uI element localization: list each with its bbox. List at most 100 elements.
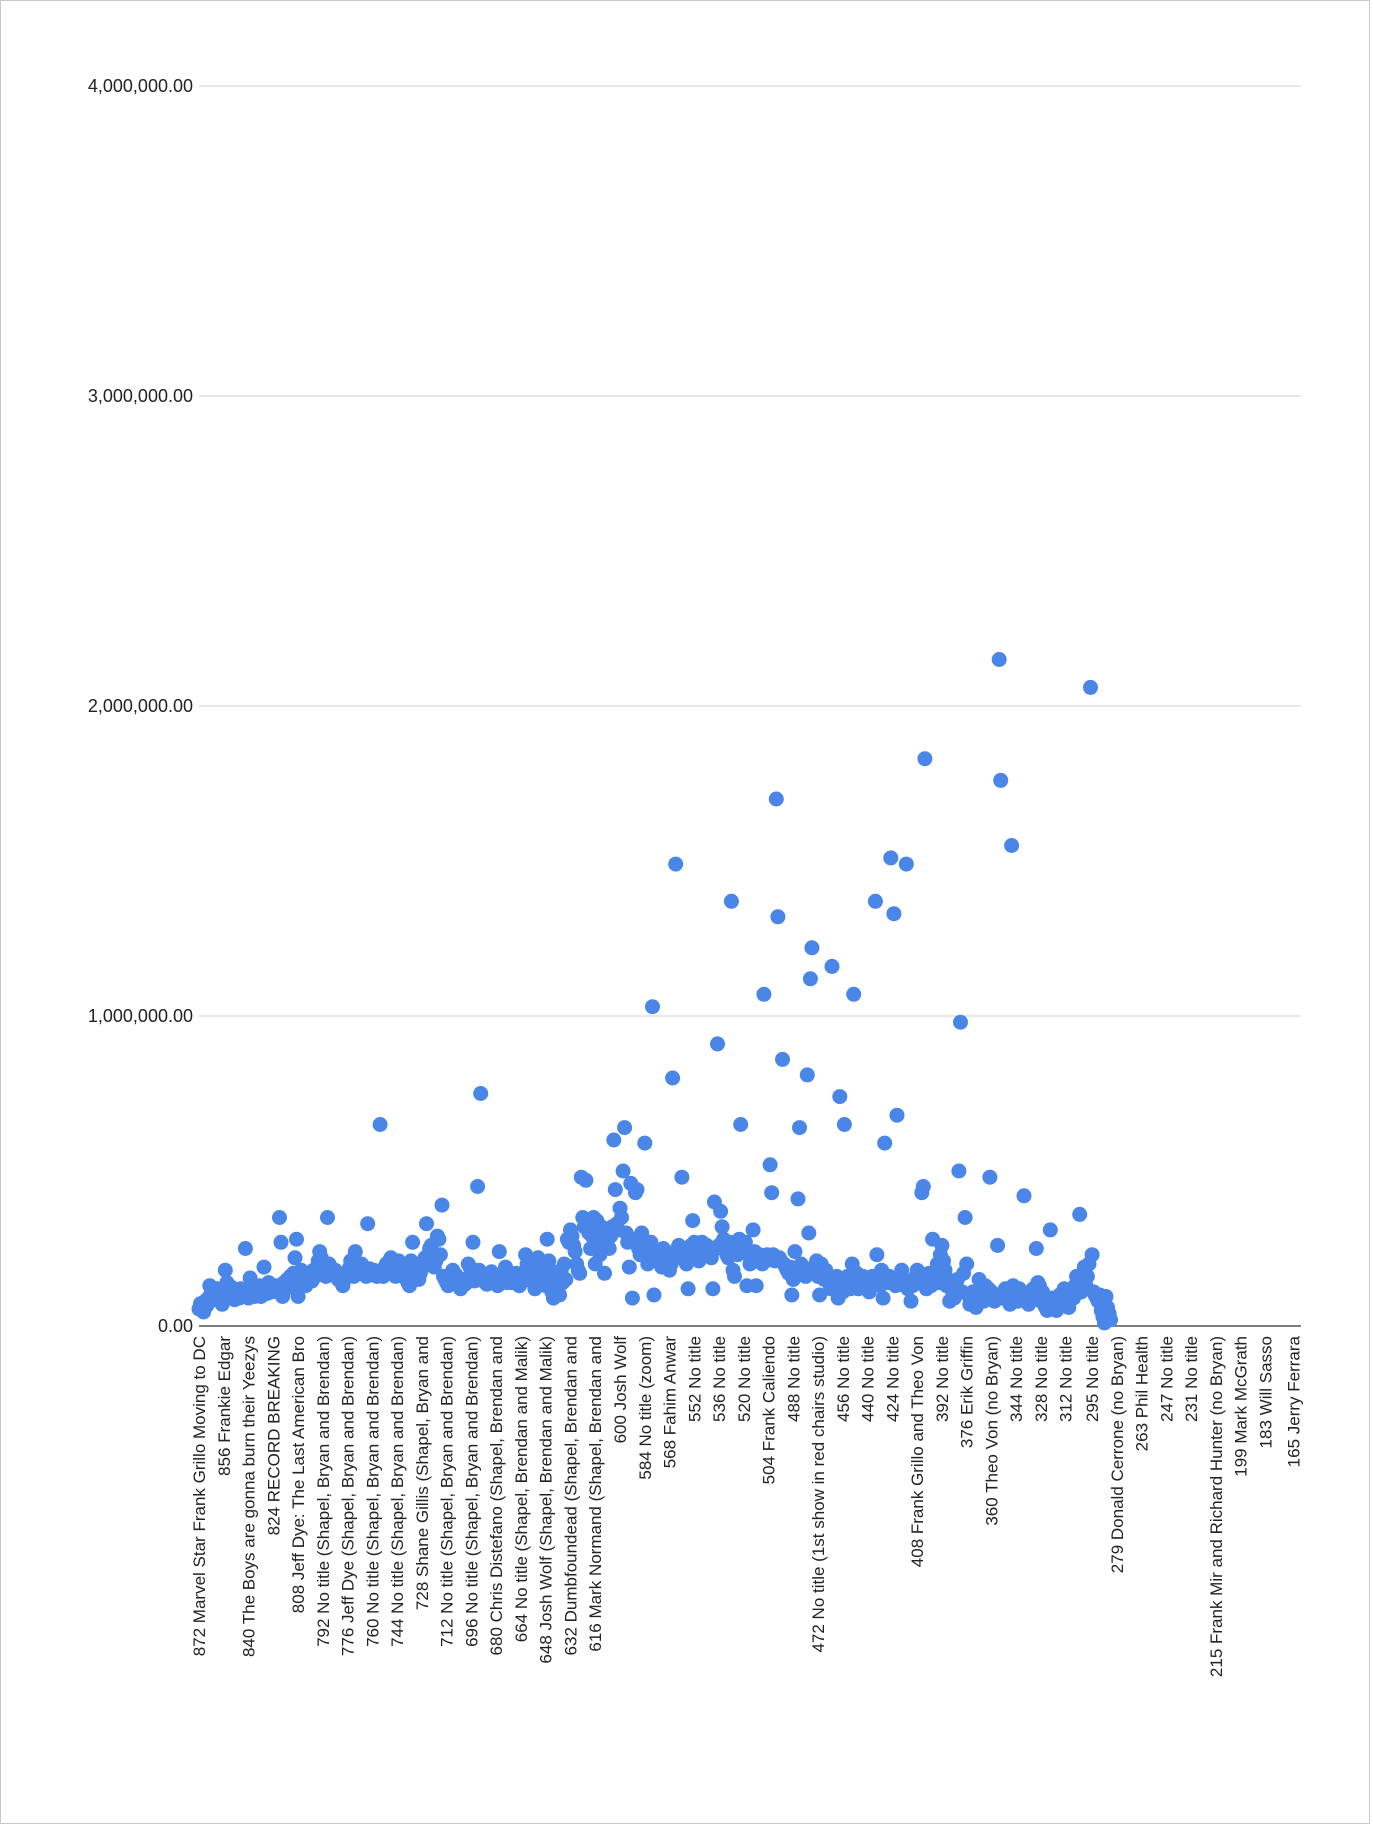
x-tick-label: 344 No title	[1007, 1336, 1026, 1422]
y-axis-ticks: 0.00 1,000,000.00 2,000,000.00 3,000,000.00…	[88, 76, 193, 1336]
data-point	[287, 1250, 303, 1266]
data-point	[572, 1265, 588, 1281]
data-point	[714, 1219, 730, 1235]
data-point	[1016, 1188, 1032, 1204]
x-tick-label: 872 Marvel Star Frank Grillo Moving to D…	[190, 1336, 209, 1656]
data-point	[470, 1179, 486, 1194]
data-points	[191, 652, 1119, 1331]
y-tick-label: 1,000,000.00	[88, 1006, 193, 1026]
data-point	[217, 1262, 233, 1278]
data-point	[347, 1244, 363, 1260]
x-tick-label: 520 No title	[735, 1336, 754, 1422]
data-point	[792, 1120, 807, 1136]
x-tick-label: 648 Josh Wolf (Shapel, Brendan and Malik…	[537, 1336, 556, 1664]
x-tick-label: 183 Will Sasso	[1256, 1336, 1275, 1448]
data-point	[621, 1259, 637, 1275]
data-point	[889, 1107, 905, 1123]
x-tick-label: 440 No title	[859, 1336, 878, 1422]
data-point	[705, 1281, 721, 1297]
data-point	[320, 1210, 335, 1225]
data-point	[556, 1256, 572, 1272]
x-tick-label: 247 No title	[1157, 1336, 1176, 1422]
x-tick-label: 263 Phil Health	[1133, 1336, 1152, 1451]
data-point	[1079, 1268, 1095, 1284]
x-tick-label: 696 No title (Shapel, Bryan and Brendan)	[462, 1336, 481, 1647]
x-tick-label: 536 No title	[710, 1336, 729, 1422]
data-point	[567, 1244, 583, 1260]
x-tick-label: 568 Fahim Anwar	[661, 1336, 680, 1469]
data-point	[787, 1244, 803, 1260]
data-point	[934, 1237, 950, 1253]
data-point	[804, 940, 820, 956]
data-point	[710, 1036, 725, 1052]
x-tick-label: 295 No title	[1083, 1336, 1102, 1422]
x-tick-label: 600 Josh Wolf	[611, 1336, 630, 1444]
data-point	[552, 1287, 568, 1303]
x-tick-label: 199 Mark McGrath	[1232, 1336, 1251, 1477]
data-point	[745, 1222, 761, 1238]
data-point	[799, 1067, 815, 1083]
x-tick-label: 504 Frank Caliendo	[760, 1336, 779, 1484]
x-tick-label: 279 Donald Cerrone (no Bryan)	[1108, 1336, 1127, 1573]
data-point	[723, 893, 739, 909]
x-tick-label: 472 No title (1st show in red chairs stu…	[809, 1336, 828, 1653]
data-point	[637, 1135, 653, 1151]
x-tick-label: 392 No title	[933, 1336, 952, 1422]
data-point	[372, 1117, 388, 1132]
data-point	[990, 1237, 1006, 1253]
data-point	[768, 791, 784, 807]
data-point	[1004, 838, 1020, 853]
data-point	[991, 652, 1007, 667]
y-tick-label: 2,000,000.00	[88, 696, 193, 716]
data-point	[1084, 1247, 1100, 1263]
data-point	[405, 1234, 421, 1250]
data-point	[802, 971, 818, 987]
x-tick-label: 488 No title	[784, 1336, 803, 1422]
data-point	[982, 1169, 998, 1185]
x-tick-label: 408 Frank Grillo and Theo Von	[908, 1336, 927, 1567]
data-point	[756, 986, 772, 1002]
data-point	[273, 1234, 289, 1250]
data-point	[431, 1231, 447, 1247]
data-point	[812, 1287, 828, 1303]
x-tick-label: 215 Frank Mir and Richard Hunter (no Bry…	[1207, 1336, 1226, 1677]
x-tick-label: 728 Shane Gillis (Shapel, Bryan and	[413, 1336, 432, 1610]
data-point	[289, 1231, 304, 1247]
data-point	[957, 1210, 973, 1225]
data-point	[419, 1216, 434, 1232]
gridlines	[199, 85, 1301, 1017]
data-point	[597, 1265, 612, 1281]
x-tick-label: 360 Theo Von (no Bryan)	[982, 1336, 1001, 1526]
data-point	[846, 986, 862, 1002]
x-tick-label: 231 No title	[1182, 1336, 1201, 1422]
data-point	[539, 1231, 555, 1247]
data-point	[629, 1182, 645, 1198]
x-tick-label: 328 No title	[1032, 1336, 1051, 1422]
data-point	[473, 1086, 489, 1101]
x-tick-label: 376 Erik Griffin	[958, 1336, 977, 1448]
data-point	[1072, 1206, 1088, 1222]
x-axis-ticks: 872 Marvel Star Frank Grillo Moving to D…	[190, 1335, 1303, 1677]
data-point	[272, 1210, 287, 1225]
data-point	[1083, 679, 1098, 695]
data-point	[1103, 1312, 1119, 1328]
x-tick-label: 856 Frankie Edgar	[215, 1336, 234, 1476]
x-tick-label: 792 No title (Shapel, Bryan and Brendan)	[314, 1336, 333, 1647]
data-point	[959, 1256, 975, 1272]
data-point	[953, 1014, 968, 1030]
data-point	[685, 1213, 701, 1229]
data-point	[680, 1281, 696, 1297]
x-tick-label: 616 Mark Normand (Shapel, Brendan and	[586, 1336, 605, 1652]
data-point	[465, 1234, 481, 1250]
data-point	[903, 1293, 919, 1309]
data-point	[1028, 1241, 1044, 1256]
data-point	[713, 1203, 729, 1219]
x-tick-label: 456 No title	[834, 1336, 853, 1422]
data-point	[237, 1241, 253, 1256]
data-point	[775, 1051, 790, 1067]
data-point	[737, 1234, 753, 1250]
data-point	[733, 1117, 749, 1132]
x-tick-label: 552 No title	[685, 1336, 704, 1422]
